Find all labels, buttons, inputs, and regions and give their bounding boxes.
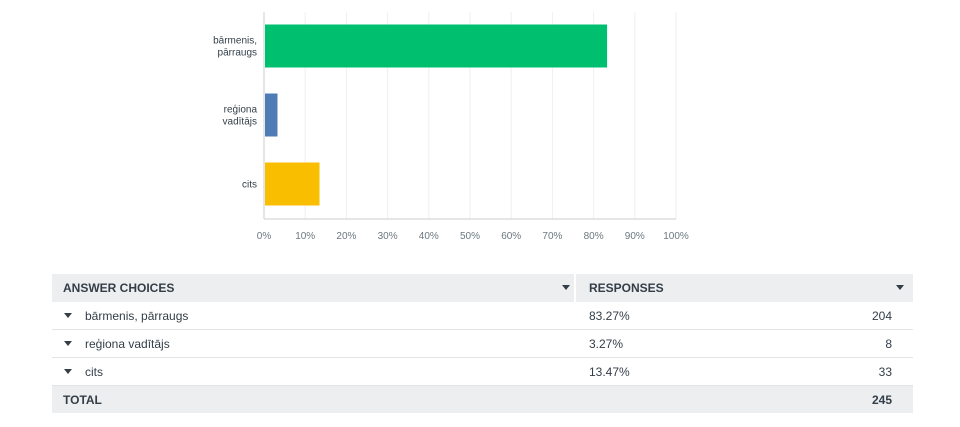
answer-choices-header-label: ANSWER CHOICES <box>63 281 175 295</box>
response-percent: 3.27% <box>589 336 624 351</box>
category-label: vadītājs <box>223 117 257 128</box>
responses-header-label: RESPONSES <box>589 281 664 295</box>
category-label: reģiona <box>224 103 258 116</box>
x-tick-labels: 0% 10% 20% 30% 40% 50% 60% 70% 80% 90% 100% <box>257 231 689 242</box>
category-label: cits <box>242 180 257 191</box>
response-count: 8 <box>885 336 892 351</box>
responses-header[interactable]: RESPONSES <box>578 274 913 302</box>
table-row: bārmenis, pārraugs 83.27% 204 <box>52 302 913 330</box>
choice-cell: reģiona vadītājs <box>52 330 576 357</box>
response-count: 33 <box>878 364 892 379</box>
table-total-row: TOTAL 245 <box>52 386 913 413</box>
bar[interactable] <box>265 93 278 137</box>
x-tick-label: 10% <box>295 231 315 242</box>
total-label: TOTAL <box>63 392 102 407</box>
responses-table: ANSWER CHOICES RESPONSES bārmenis, pārra… <box>52 274 913 413</box>
choice-label: reģiona vadītājs <box>85 336 170 351</box>
x-tick-label: 90% <box>625 231 645 242</box>
total-label-cell: TOTAL <box>52 386 576 413</box>
response-cell: 3.27% 8 <box>578 330 913 357</box>
expand-caret-icon[interactable] <box>64 369 72 374</box>
sort-arrow-icon[interactable] <box>896 285 904 290</box>
response-count: 204 <box>871 308 892 323</box>
response-percent: 83.27% <box>589 308 630 323</box>
total-count: 245 <box>871 392 892 407</box>
x-tick-label: 40% <box>419 231 439 242</box>
choice-label: cits <box>85 364 103 379</box>
choice-cell: cits <box>52 358 576 385</box>
answer-choices-header[interactable]: ANSWER CHOICES <box>52 274 576 302</box>
x-tick-label: 20% <box>336 231 356 242</box>
x-tick-label: 80% <box>584 231 604 242</box>
expand-caret-icon[interactable] <box>64 313 72 318</box>
category-label: pārraugs <box>218 48 257 59</box>
x-tick-label: 70% <box>542 231 562 242</box>
response-percent: 13.47% <box>589 364 630 379</box>
bar[interactable] <box>265 24 608 68</box>
choice-cell: bārmenis, pārraugs <box>52 302 576 329</box>
chart-bars <box>265 24 608 206</box>
x-tick-label: 30% <box>378 231 398 242</box>
x-tick-label: 100% <box>663 231 689 242</box>
category-label: bārmenis, <box>213 36 257 47</box>
total-count-cell: 245 <box>578 386 913 413</box>
bar[interactable] <box>265 162 320 206</box>
table-header-row: ANSWER CHOICES RESPONSES <box>52 274 913 302</box>
response-cell: 83.27% 204 <box>578 302 913 329</box>
x-tick-label: 60% <box>501 231 521 242</box>
choice-label: bārmenis, pārraugs <box>85 308 189 323</box>
table-row: cits 13.47% 33 <box>52 358 913 386</box>
expand-caret-icon[interactable] <box>64 341 72 346</box>
response-cell: 13.47% 33 <box>578 358 913 385</box>
x-tick-label: 50% <box>460 231 480 242</box>
x-tick-label: 0% <box>257 231 272 242</box>
sort-arrow-icon[interactable] <box>562 285 570 290</box>
table-row: reģiona vadītājs 3.27% 8 <box>52 330 913 358</box>
